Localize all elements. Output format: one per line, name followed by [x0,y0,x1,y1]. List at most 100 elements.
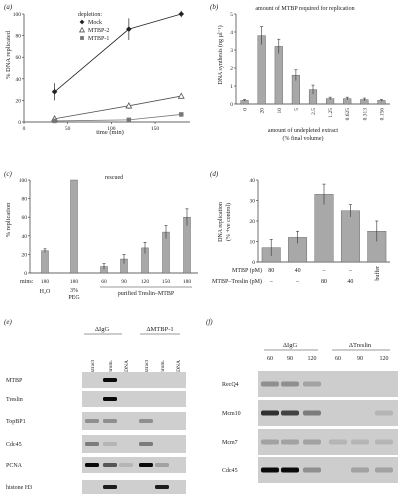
panel-e-lane-label: extract [90,360,96,375]
panel-a-point [179,112,184,117]
panel-b-xtick-label: 0.156 [379,108,385,121]
panel-b-xlabel: amount of undepleted extract [268,127,338,134]
panel-a-legend-marker [78,26,86,33]
panel-a-ytick-label: 80 [16,34,22,40]
panel-f-row-label: RecQ4 [222,382,239,388]
panel-c-group-label: H₂O [40,289,51,295]
panel-f-lane-label: 90 [357,356,363,362]
panel-a-point [125,102,133,109]
panel-f-band [375,410,393,416]
panel-b-ytick-label: 1 [230,84,233,90]
panel-a-point [51,88,58,95]
panel-e-band [85,419,99,423]
panel-e-band [103,442,117,446]
panel-a-xlabel: time (min) [96,129,124,136]
panel-f-band [303,381,321,387]
panel-d-ytick-label: 10 [250,240,256,246]
panel-f-band [303,410,321,416]
panel-f-band [303,467,321,473]
panel-f-lane-label: 90 [287,356,293,362]
panel-e-lane-label: -DNA [176,360,182,374]
panel-d-row2-value: 40 [347,279,353,285]
panel-a-ytick-label: 20 [16,98,22,104]
panel-a-series-line [54,95,182,120]
panel-b-xtick-label: 0.625 [345,108,351,121]
panel-e-row-label: MTBP [6,378,23,384]
panel-c-plot: 0 20 40 60 80 100 180 180 60 90 120 150 180 H₂O 3%PEG p… [19,178,198,301]
panel-f-band [351,439,369,445]
panel-b-xtick-label: 2.5 [311,108,317,115]
panel-a-legend-entry: Mock [88,20,102,26]
panel-a-series-line [54,13,182,93]
panel-f-row-label: Mcm7 [222,440,238,446]
panel-d-row1-value: – [322,268,327,274]
panel-d-ytick-label: 30 [250,199,256,205]
panel-a-point [177,92,185,99]
panel-a-point [126,26,132,32]
panel-e-lane-label: chrom. [108,359,114,375]
panel-b-plot: 0 1 2 3 4 5 0 20 10 5 2.5 1.25 0.625 0.313 0.156 [230,12,390,120]
panel-d-row1-value: – [348,268,353,274]
panel-c-bar [70,179,78,274]
panel-e-blot-strip [82,457,186,473]
panel-a-xtick-label: 0 [23,126,26,132]
panel-f-band [375,467,393,473]
panel-b-xtick-label: 10 [277,108,283,114]
panel-e: (e) ΔIgG ΔMTBP-1 extract chrom. -DNA extrac… [4,318,186,494]
panel-a-legend: Mock MTBP-2 MTBP-1 [78,19,109,42]
panel-a-point [178,11,185,17]
panel-c-bar [41,250,49,274]
panel-e-band [119,463,133,467]
panel-d-buffer-label: buffer [374,266,381,281]
panel-a-plot: 0 20 40 60 80 100 0 50 100 150 [13,10,190,132]
panel-e-blot: extract chrom. -DNA extract chrom. -DNA MTBP Tr… [6,359,186,494]
panel-f-lane-label: 120 [380,356,389,362]
panel-b-ytick-label: 0 [230,102,233,108]
panel-a-legend-entry: MTBP-2 [88,28,109,34]
panel-e-band [103,419,117,423]
panel-a-legend-title: depletion: [78,12,102,18]
panel-c-mins-label: mins: [20,279,34,285]
panel-b-title: amount of MTBP required for replication [255,5,354,12]
panel-d-row1-value: 40 [295,268,301,274]
panel-c-label: (c) [4,170,12,178]
panel-d-ytick-label: 40 [250,178,256,184]
panel-a-legend-entry: MTBP-1 [88,36,109,42]
panel-f-band [261,439,279,445]
panel-b-xtick-label: 20 [260,108,266,114]
panel-f-band [261,467,279,473]
panel-c-xtick-label: 180 [70,279,79,285]
panel-f-lane-label: 120 [308,356,317,362]
panel-f-band [375,439,393,445]
panel-f-label: (f) [206,318,213,326]
panel-c-ytick-label: 60 [22,215,28,221]
panel-a-label: (a) [4,3,13,11]
panel-e-band [139,463,153,467]
panel-b-bar [274,46,283,105]
panel-c-axes [29,180,198,274]
panel-a-legend-marker [79,19,85,25]
panel-b-xlabel2: (% final volume) [283,135,324,142]
panel-d-ytick-label: 20 [250,219,256,225]
panel-b-ytick-label: 2 [230,66,233,72]
panel-b-xtick-label: 0 [243,108,249,111]
panel-e-band [139,442,153,446]
panel-c-title: rescued [105,175,123,181]
panel-f-band [261,410,279,416]
panel-b-bar [257,35,266,105]
panel-f-band [351,467,369,473]
panel-a-ytick-label: 0 [18,120,21,126]
panel-d-ytick-label: 0 [252,260,255,266]
panel-e-row-label: histone H3 [6,485,32,491]
panel-f-band [303,439,321,445]
panel-e-band [103,378,117,382]
panel-b-xtick-label: 5 [294,108,300,111]
panel-a: (a) % DNA replicated time (min) depletio… [4,3,190,136]
panel-c-xtick-label: 180 [183,279,192,285]
panel-c-ytick-label: 40 [22,234,28,240]
panel-a-xtick-label: 100 [107,126,116,132]
panel-f-row-label: Cdc45 [222,468,238,474]
panel-e-row-label: TopBP1 [6,419,26,425]
panel-a-point [52,118,57,124]
